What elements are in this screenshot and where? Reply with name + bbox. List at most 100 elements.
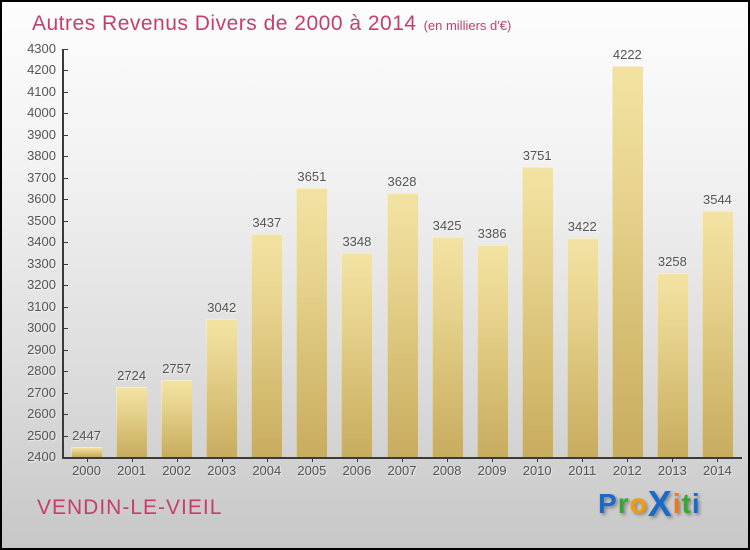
bar-value-label: 3628 <box>387 174 417 190</box>
x-tick-mark <box>537 457 539 462</box>
logo-letter: r <box>617 488 630 519</box>
logo-letter: o <box>629 488 648 519</box>
y-tick-mark <box>62 371 68 373</box>
y-axis-line <box>62 49 64 459</box>
x-tick-label: 2003 <box>207 463 237 478</box>
x-tick-label: 2012 <box>612 463 642 478</box>
x-tick-mark <box>492 457 494 462</box>
y-tick-mark <box>62 199 68 201</box>
y-tick-label: 4000 <box>27 105 56 121</box>
bar <box>431 236 463 457</box>
y-tick-label: 3700 <box>27 169 56 185</box>
logo-letter: P <box>598 488 618 519</box>
bar <box>251 234 283 457</box>
bar <box>701 211 733 457</box>
y-tick-label: 3500 <box>27 212 56 228</box>
x-tick-label: 2005 <box>297 463 327 478</box>
x-tick-label: 2004 <box>252 463 282 478</box>
x-tick-label: 2009 <box>477 463 507 478</box>
bar <box>296 188 328 457</box>
y-tick-mark <box>62 177 68 179</box>
y-tick-label: 3400 <box>27 234 56 250</box>
y-tick-mark <box>62 414 68 416</box>
x-tick-mark <box>402 457 403 462</box>
bar-value-label: 3258 <box>657 253 687 269</box>
bar-value-label: 2447 <box>72 427 101 443</box>
y-tick-mark <box>62 220 68 222</box>
chart-subtitle: (en milliers d'€) <box>423 18 512 33</box>
x-tick-label: 2008 <box>432 463 462 478</box>
y-tick-label: 3200 <box>27 277 56 293</box>
y-tick-mark <box>62 435 68 437</box>
x-tick-mark <box>627 457 629 462</box>
bar <box>161 380 193 457</box>
logo-letter: i <box>691 488 701 519</box>
bar <box>71 446 103 457</box>
y-tick-mark <box>62 263 68 265</box>
y-tick-label: 4100 <box>27 83 56 99</box>
y-tick-mark <box>62 156 68 158</box>
bar <box>476 245 508 457</box>
bar <box>566 237 598 457</box>
bar-value-label: 3042 <box>207 300 237 316</box>
y-tick-mark <box>62 392 68 394</box>
y-tick-mark <box>62 49 68 50</box>
x-tick-mark <box>717 457 719 462</box>
x-tick-mark <box>266 457 268 462</box>
y-tick-label: 3600 <box>27 191 56 207</box>
bar-value-label: 3651 <box>297 169 327 185</box>
logo-letter: i <box>672 488 682 519</box>
y-tick-label: 2600 <box>27 406 56 422</box>
logo-letter: t <box>681 488 692 519</box>
bar-value-label: 3422 <box>567 218 597 234</box>
y-tick-mark <box>62 457 68 458</box>
y-tick-label: 4200 <box>27 62 56 78</box>
y-tick-label: 3100 <box>27 298 56 314</box>
x-tick-mark <box>447 457 449 462</box>
y-tick-mark <box>62 134 68 136</box>
bar-value-label: 3386 <box>477 226 507 242</box>
x-tick-mark <box>582 457 584 462</box>
city-label: VENDIN-LE-VIEIL <box>37 496 223 519</box>
x-tick-mark <box>176 457 178 462</box>
y-tick-mark <box>62 285 68 287</box>
bar <box>341 253 373 457</box>
bar <box>116 387 148 457</box>
logo-letter-x: X <box>647 483 673 524</box>
bar-value-label: 3348 <box>342 234 372 250</box>
bar <box>386 193 418 457</box>
y-tick-label: 3800 <box>27 148 56 164</box>
x-tick-mark <box>86 457 88 462</box>
bar-value-label: 4222 <box>612 46 642 62</box>
bar <box>656 272 688 457</box>
bar <box>611 65 643 457</box>
x-tick-label: 2007 <box>387 463 417 478</box>
y-tick-label: 3000 <box>27 320 56 336</box>
y-tick-label: 2800 <box>27 363 56 379</box>
chart-header: Autres Revenus Divers de 2000 à 2014 (en … <box>32 12 511 36</box>
y-tick-mark <box>62 306 68 308</box>
y-tick-mark <box>62 328 68 330</box>
y-tick-mark <box>62 113 68 115</box>
x-tick-label: 2006 <box>342 463 372 478</box>
x-tick-mark <box>221 457 223 462</box>
x-tick-label: 2002 <box>162 463 192 478</box>
x-tick-mark <box>131 457 133 462</box>
bar-chart-plot-area: 4300 4200 4100 4000 3900 3800 3700 3600 3500 3400… <box>27 42 742 478</box>
x-tick-label: 2000 <box>72 463 101 478</box>
y-tick-label: 3300 <box>27 255 56 271</box>
bar-value-label: 3425 <box>432 217 462 233</box>
y-tick-label: 2400 <box>27 449 56 464</box>
x-tick-label: 2011 <box>568 463 597 478</box>
x-tick-mark <box>356 457 358 462</box>
y-tick-mark <box>62 91 68 93</box>
bar-value-label: 3751 <box>522 147 552 163</box>
x-tick-mark <box>311 457 313 462</box>
chart-title: Autres Revenus Divers de 2000 à 2014 <box>32 12 417 35</box>
x-tick-label: 2001 <box>117 463 147 478</box>
bar-value-label: 3437 <box>252 215 282 231</box>
y-tick-label: 3900 <box>27 126 56 142</box>
x-tick-mark <box>672 457 674 462</box>
